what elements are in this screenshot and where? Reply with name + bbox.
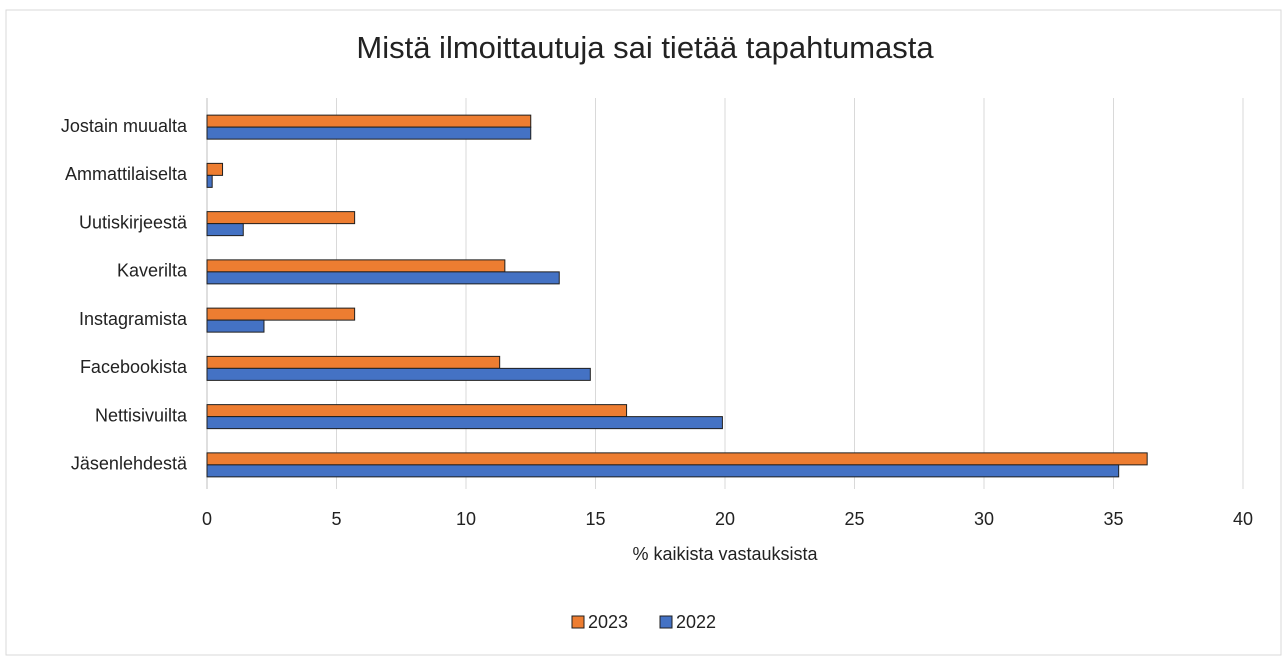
y-tick-label: Instagramista (79, 309, 188, 329)
legend-swatch (659, 615, 673, 629)
y-tick-label: Ammattilaiselta (65, 164, 188, 184)
y-tick-label: Facebookista (80, 357, 188, 377)
legend-label: 2022 (676, 612, 716, 632)
y-tick-label: Jäsenlehdestä (71, 454, 188, 474)
y-tick-label: Jostain muualta (61, 116, 188, 136)
x-tick-label: 5 (331, 509, 341, 529)
bar (206, 452, 1148, 466)
chart-title: Mistä ilmoittautuja sai tietää tapahtuma… (356, 30, 934, 65)
x-tick-label: 0 (202, 509, 212, 529)
x-tick-label: 30 (974, 509, 994, 529)
bar (206, 367, 591, 381)
bar (206, 404, 628, 418)
bar (206, 223, 244, 237)
x-tick-label: 20 (715, 509, 735, 529)
bar (206, 211, 356, 225)
bar (206, 307, 356, 321)
bar (206, 319, 265, 333)
x-tick-label: 15 (585, 509, 605, 529)
bar (206, 114, 532, 128)
bar (206, 271, 560, 285)
x-tick-label: 10 (456, 509, 476, 529)
y-tick-label: Nettisivuilta (95, 405, 188, 425)
bar (206, 162, 224, 176)
bar (206, 174, 213, 188)
y-tick-label: Uutiskirjeestä (79, 212, 188, 232)
legend-swatch (571, 615, 585, 629)
legend-label: 2023 (588, 612, 628, 632)
bar (206, 355, 501, 369)
x-tick-label: 35 (1103, 509, 1123, 529)
bar (206, 416, 723, 430)
bar (206, 259, 506, 273)
x-tick-label: 40 (1233, 509, 1253, 529)
y-tick-label: Kaverilta (117, 261, 188, 281)
bar (206, 464, 1120, 478)
bar (206, 126, 532, 140)
x-axis-title: % kaikista vastauksista (632, 544, 818, 564)
x-tick-label: 25 (844, 509, 864, 529)
